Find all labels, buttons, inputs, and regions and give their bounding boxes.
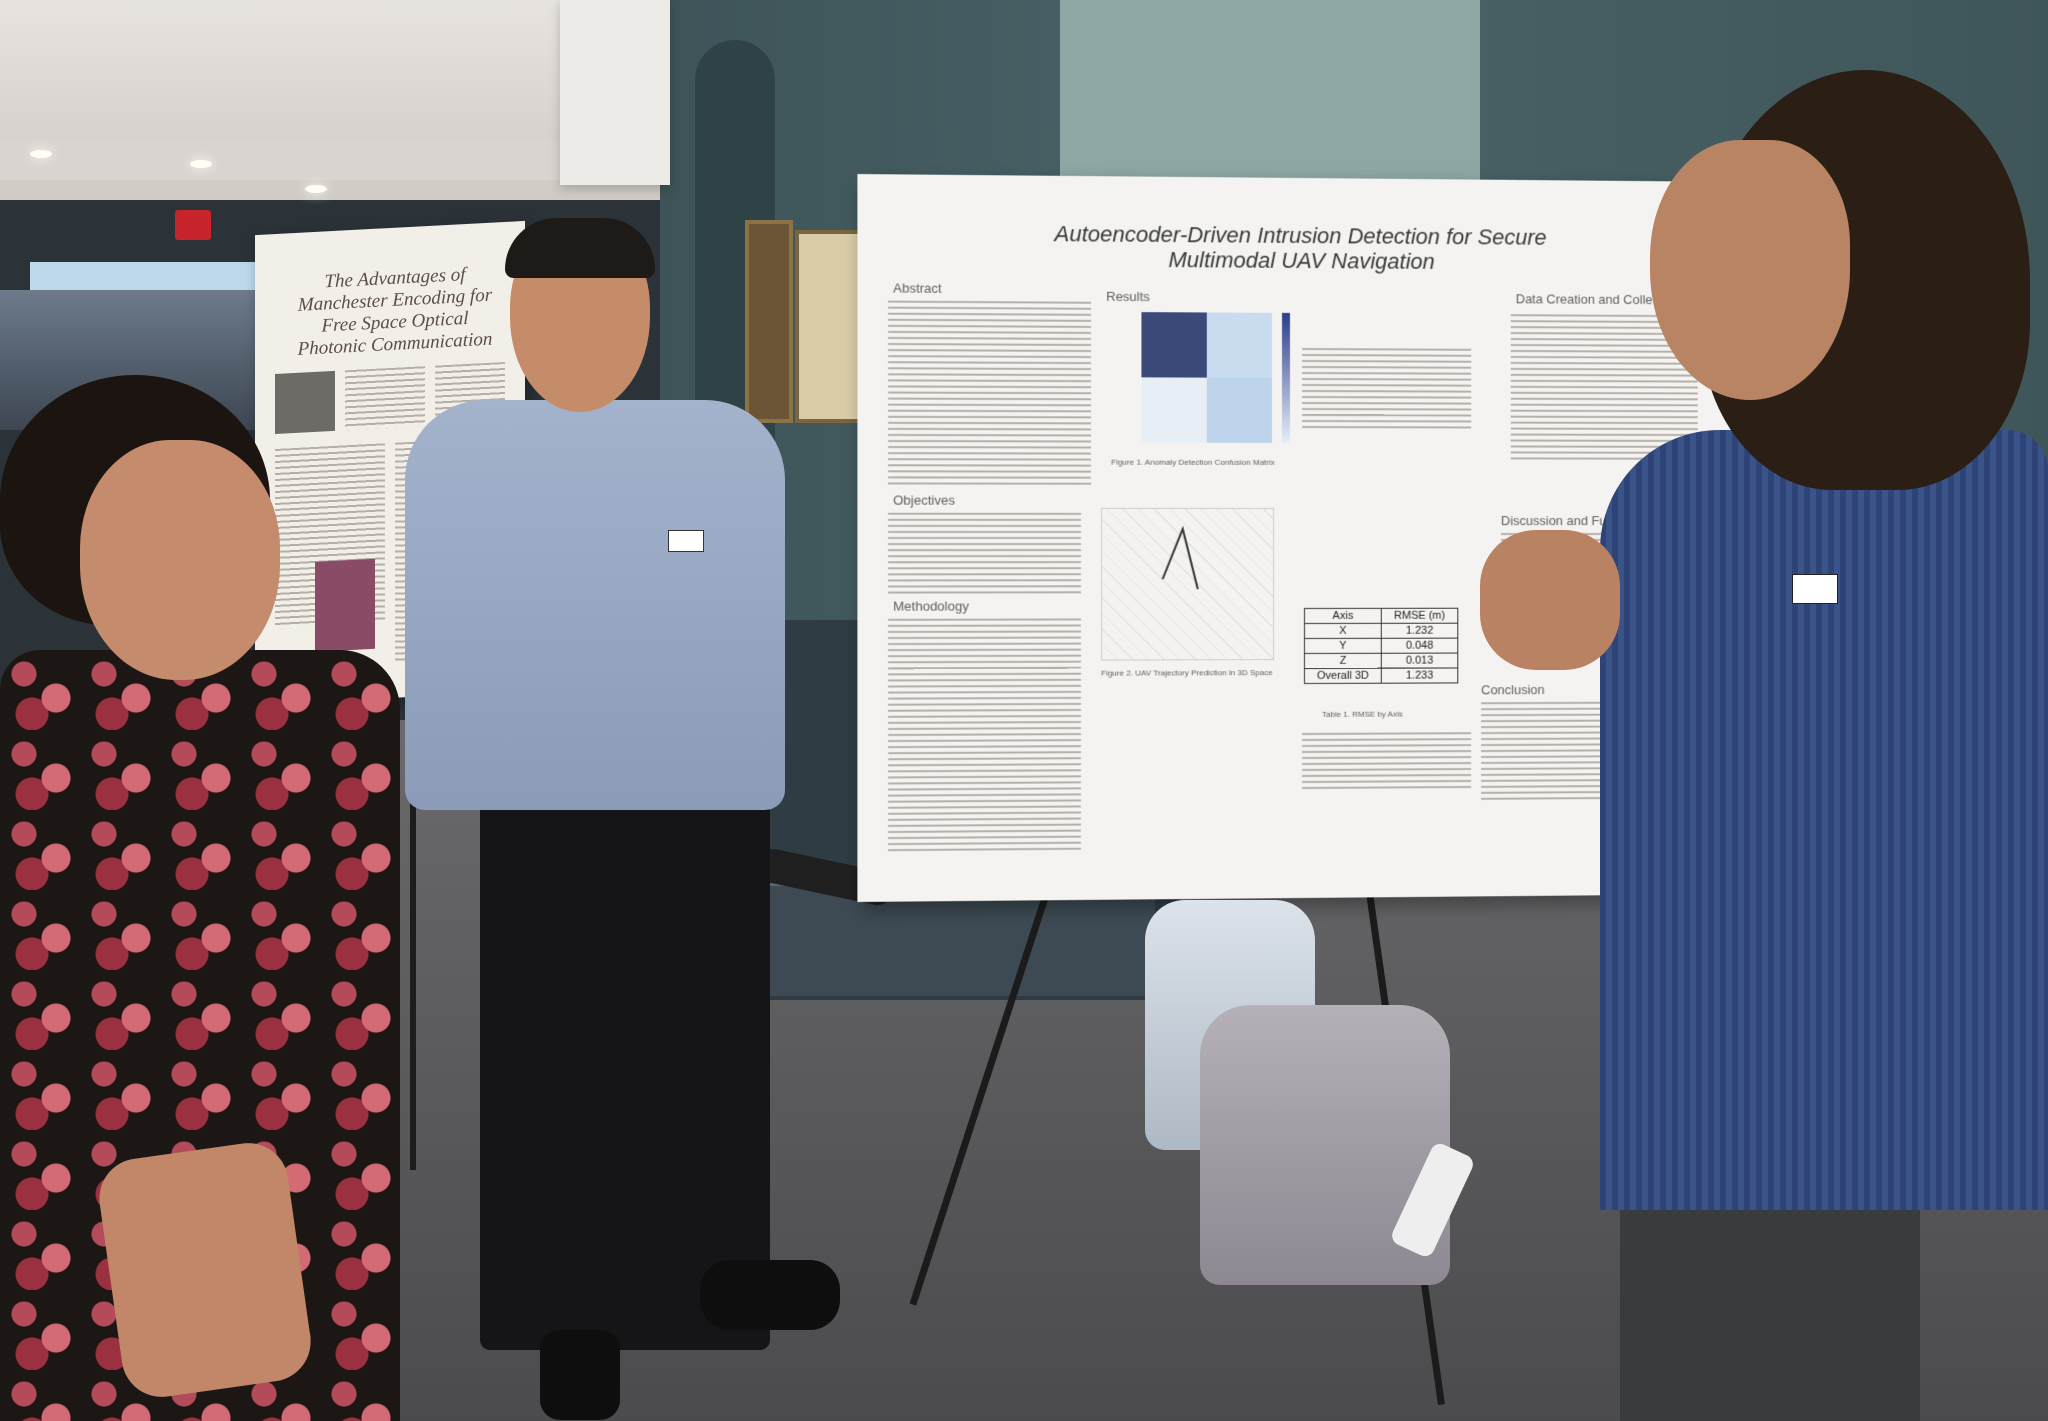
table-row: Z 0.013: [1304, 653, 1457, 668]
table-header-cell: Axis: [1304, 608, 1381, 623]
student-face: [1650, 140, 1850, 400]
poster-image: [275, 371, 335, 434]
section-heading-objectives: Objectives: [893, 493, 955, 508]
confusion-matrix-lower: [1141, 377, 1272, 443]
table-cell: Y: [1304, 638, 1381, 653]
poster-title-line: Autoencoder-Driven Intrusion Detection f…: [1000, 221, 1600, 251]
section-heading-results: Results: [1106, 289, 1150, 304]
exit-sign: [175, 210, 211, 240]
light-pillar: [1060, 0, 1480, 200]
methodology-text: [888, 618, 1081, 851]
results-text: [1302, 732, 1471, 793]
student-name-badge: [1792, 574, 1838, 604]
table-cell: Overall 3D: [1304, 668, 1381, 683]
results-text: [1302, 348, 1471, 428]
poster-text-block: [345, 366, 425, 430]
table-row: Axis RMSE (m): [1304, 608, 1457, 623]
table-cell: Z: [1304, 653, 1381, 668]
man-hair: [505, 218, 655, 278]
table-cell: 1.232: [1381, 623, 1457, 638]
man-name-badge: [668, 530, 704, 552]
table-row: Overall 3D 1.233: [1304, 668, 1457, 683]
table-1-caption: Table 1. RMSE by Axis: [1322, 710, 1403, 719]
woman-arm: [94, 1138, 316, 1402]
section-heading-conclusion: Conclusion: [1481, 682, 1545, 697]
objectives-text: [888, 513, 1081, 594]
table-row: X 1.232: [1304, 623, 1457, 638]
man-shoe: [540, 1330, 620, 1420]
confusion-matrix-colorbar: [1282, 313, 1290, 443]
man-shoe: [700, 1260, 840, 1330]
section-heading-data: Data Creation and Colle: [1516, 291, 1653, 307]
poster-title-line: Multimodal UAV Navigation: [1000, 246, 1600, 275]
table-cell: X: [1304, 623, 1381, 638]
poster-image: [315, 559, 375, 652]
table-cell: 0.048: [1381, 638, 1457, 653]
student-shirt: [1600, 430, 2048, 1210]
woman-face: [80, 440, 280, 680]
ceiling-light: [305, 185, 327, 193]
student-hand: [1480, 530, 1620, 670]
ceiling-soffit: [560, 0, 670, 185]
table-cell: 1.233: [1381, 668, 1457, 683]
poster-title: Autoencoder-Driven Intrusion Detection f…: [1000, 221, 1600, 275]
trajectory-3d-plot: [1101, 508, 1274, 661]
ceiling-light: [190, 160, 212, 168]
poster-left-title: The Advantages of Manchester Encoding fo…: [295, 262, 495, 360]
man-shirt: [405, 400, 785, 810]
section-heading-abstract: Abstract: [893, 280, 942, 295]
table-row: Y 0.048: [1304, 638, 1457, 653]
section-heading-methodology: Methodology: [893, 598, 969, 613]
figure-1-caption: Figure 1. Anomaly Detection Confusion Ma…: [1111, 458, 1275, 467]
trajectory-line: [1102, 509, 1273, 660]
table-cell: 0.013: [1381, 653, 1457, 668]
rmse-table: Axis RMSE (m) X 1.232 Y 0.048 Z 0.013 Ov…: [1304, 608, 1458, 684]
ceiling-beam: [0, 140, 560, 180]
abstract-text: [888, 301, 1091, 488]
table-header-cell: RMSE (m): [1381, 608, 1457, 623]
figure-2-caption: Figure 2. UAV Trajectory Prediction in 3…: [1101, 668, 1272, 678]
ceiling-light: [30, 150, 52, 158]
wall-painting: [745, 220, 793, 423]
